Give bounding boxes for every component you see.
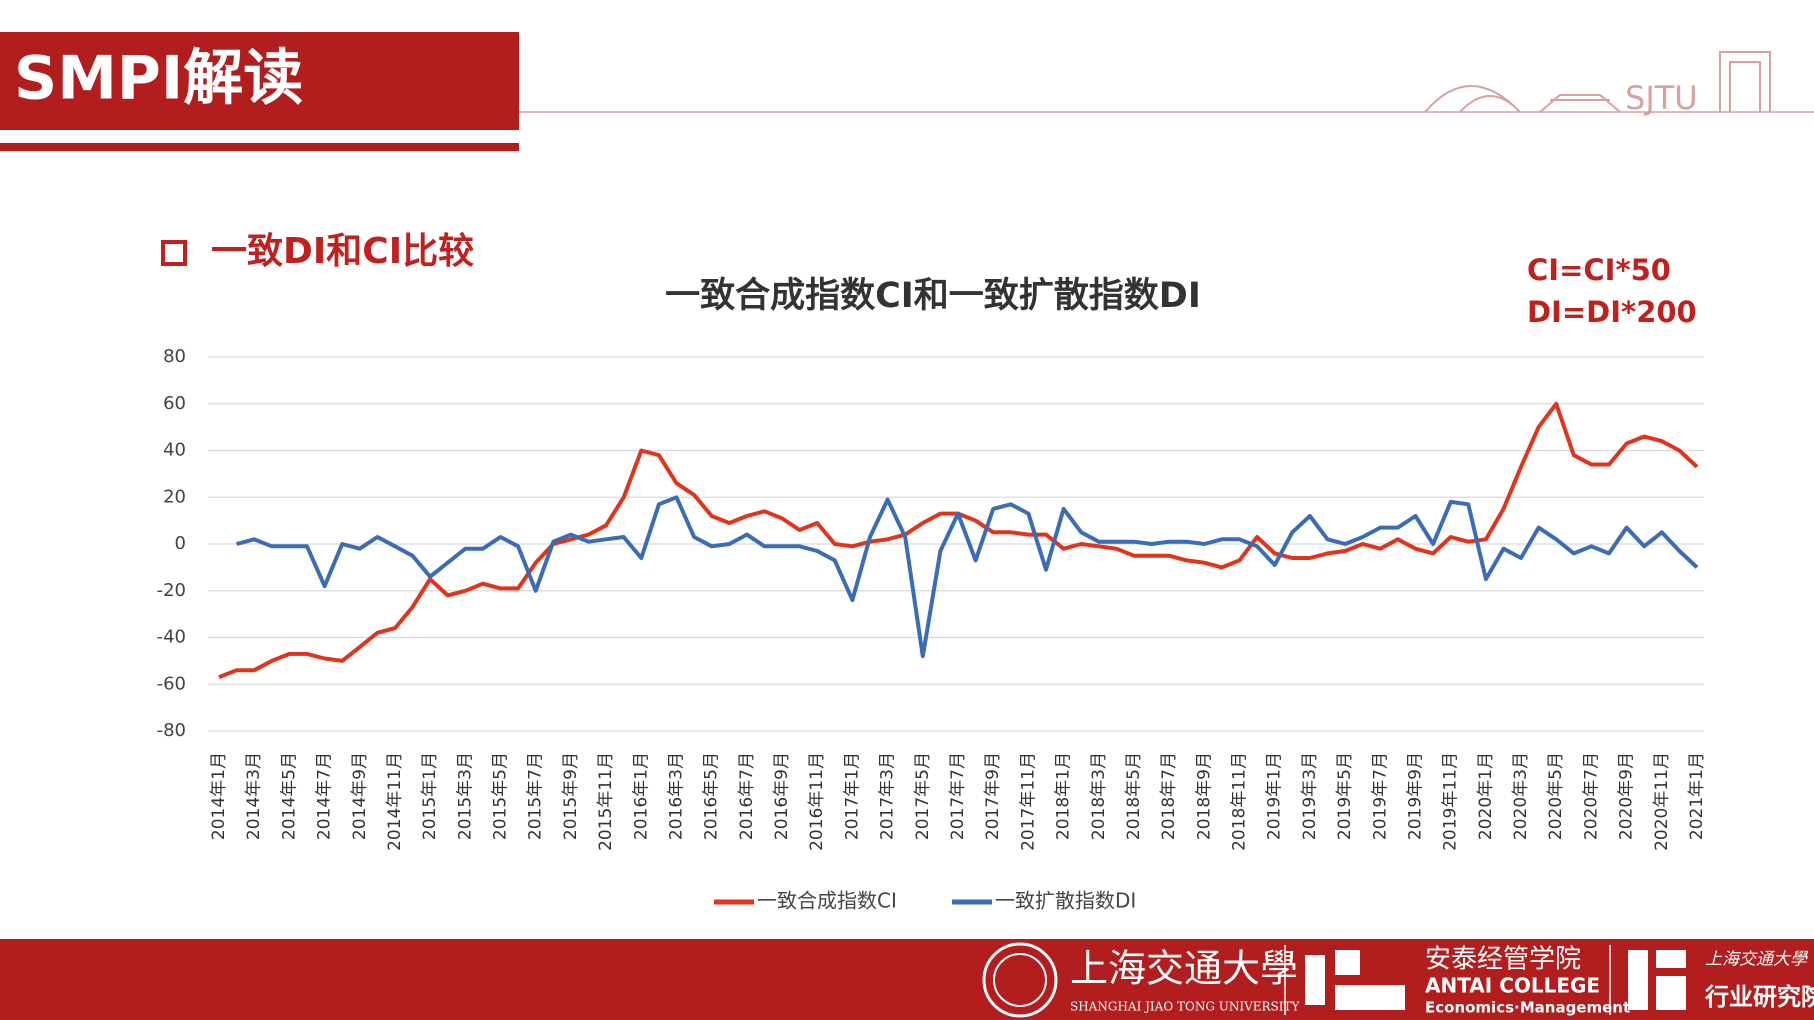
x-tick-label: 2018年5月	[1124, 752, 1144, 840]
x-tick-label: 2019年3月	[1300, 752, 1320, 840]
x-tick-label: 2016年5月	[702, 752, 722, 840]
x-tick-label: 2017年1月	[842, 752, 862, 840]
y-tick-label: 40	[163, 440, 186, 461]
x-tick-label: 2021年1月	[1687, 752, 1707, 840]
footer-college-sub: Economics·Management	[1425, 999, 1630, 1017]
x-tick-label: 2014年5月	[279, 752, 299, 840]
university-seal	[982, 942, 1058, 1018]
plot: -80 -60 -40 -20 0 20 40 60 80 2014年1月 2014年3月 2014年…	[157, 346, 1707, 913]
x-tick-label: 2016年7月	[737, 752, 757, 840]
footer-college: 安泰经管学院	[1425, 945, 1581, 975]
x-tick-label: 2017年7月	[948, 752, 968, 840]
chart-title: 一致合成指数CI和一致扩散指数DI	[665, 276, 1201, 316]
x-tick-label: 2018年9月	[1194, 752, 1214, 840]
college-logo	[1305, 950, 1405, 1010]
y-tick-label: -40	[157, 627, 186, 648]
y-tick-label: 80	[163, 346, 186, 367]
x-tick-label: 2016年9月	[772, 752, 792, 840]
y-tick-label: 0	[175, 533, 186, 554]
x-tick-label: 2020年5月	[1546, 752, 1566, 840]
x-tick-label: 2014年7月	[315, 752, 335, 840]
x-tick-label: 2014年11月	[385, 752, 405, 851]
footer-university-en: SHANGHAI JIAO TONG UNIVERSITY	[1070, 1000, 1301, 1014]
x-tick-label: 2015年5月	[491, 752, 511, 840]
series-line	[236, 495, 1699, 659]
x-tick-label: 2018年11月	[1230, 752, 1250, 851]
logo-gate	[1719, 51, 1771, 112]
x-tick-label: 2019年11月	[1441, 752, 1461, 851]
x-tick-label: 2017年5月	[913, 752, 933, 840]
x-tick-label: 2015年9月	[561, 752, 581, 840]
header-rule	[0, 143, 519, 151]
legend-label: 一致合成指数CI	[757, 889, 897, 913]
x-tick-label: 2017年3月	[878, 752, 898, 840]
header-band	[0, 32, 519, 130]
x-tick-label: 2016年3月	[666, 752, 686, 840]
y-tick-label: -60	[157, 673, 186, 694]
header-title: SMPI解读	[14, 44, 303, 114]
annotation: CI=CI*50	[1527, 253, 1671, 287]
x-tick-label: 2014年3月	[244, 752, 264, 840]
footer-institute-top: 上海交通大學	[1705, 950, 1809, 970]
footer-band	[0, 939, 1814, 1020]
x-tick-label: 2019年7月	[1370, 752, 1390, 840]
section-title: 一致DI和CI比较	[211, 231, 474, 272]
y-tick-label: 60	[163, 393, 186, 414]
x-tick-label: 2018年3月	[1089, 752, 1109, 840]
x-tick-label: 2017年9月	[983, 752, 1003, 840]
x-tick-label: 2015年1月	[420, 752, 440, 840]
x-tick-label: 2018年7月	[1159, 752, 1179, 840]
x-tick-label: 2014年1月	[209, 752, 229, 840]
x-tick-label: 2016年11月	[807, 752, 827, 851]
x-tick-label: 2015年7月	[526, 752, 546, 840]
x-tick-label: 2015年3月	[455, 752, 475, 840]
x-tick-label: 2020年1月	[1476, 752, 1496, 840]
footer-institute: 行业研究院	[1704, 983, 1814, 1011]
y-tick-label: -20	[157, 580, 186, 601]
x-tick-label: 2019年5月	[1335, 752, 1355, 840]
y-tick-label: -80	[157, 720, 186, 741]
institute-logo	[1628, 950, 1686, 1010]
x-tick-label: 2018年1月	[1054, 752, 1074, 840]
x-tick-label: 2020年7月	[1581, 752, 1601, 840]
x-tick-label: 2014年9月	[350, 752, 370, 840]
logo-text: SJTU	[1625, 79, 1698, 117]
x-tick-label: 2015年11月	[596, 752, 616, 851]
x-tick-label: 2019年9月	[1405, 752, 1425, 840]
y-tick-label: 20	[163, 486, 186, 507]
x-tick-label: 2017年11月	[1018, 752, 1038, 851]
x-tick-label: 2016年1月	[631, 752, 651, 840]
legend-label: 一致扩散指数DI	[995, 889, 1136, 913]
footer-university: 上海交通大學	[1070, 947, 1298, 991]
logo-drawing	[1424, 85, 1621, 113]
section-bullet	[161, 240, 187, 266]
footer-college-en: ANTAI COLLEGE	[1425, 974, 1600, 998]
x-tick-label: 2019年1月	[1265, 752, 1285, 840]
x-tick-label: 2020年11月	[1652, 752, 1672, 851]
x-tick-label: 2020年3月	[1511, 752, 1531, 840]
x-tick-label: 2020年9月	[1617, 752, 1637, 840]
annotation: DI=DI*200	[1527, 295, 1697, 329]
university-seal-inner	[993, 953, 1047, 1007]
